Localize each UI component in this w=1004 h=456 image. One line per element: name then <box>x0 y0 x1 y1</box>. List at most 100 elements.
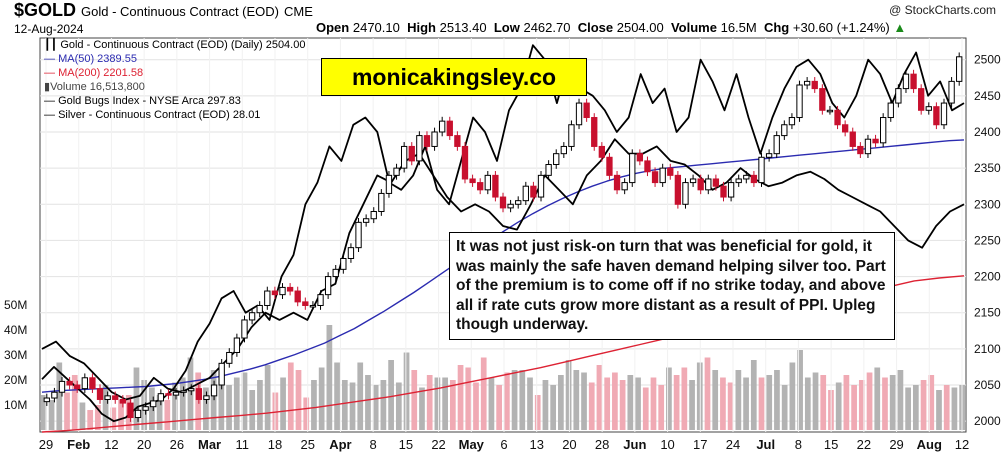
volume-bar <box>195 372 202 430</box>
volume-bar <box>612 372 618 430</box>
candle-body <box>697 178 704 191</box>
volume-bar <box>905 387 911 430</box>
candle-body <box>66 380 73 386</box>
candle-body <box>682 182 689 205</box>
price-tick-label: 2050 <box>974 378 1001 392</box>
volume-bar <box>928 375 935 430</box>
volume-bar <box>681 367 688 430</box>
candle-body <box>355 221 362 249</box>
volume-bar <box>156 395 163 430</box>
low-label: Low <box>493 20 520 35</box>
date-tick-label: 10 <box>660 437 674 452</box>
date-tick-label: 29 <box>889 437 903 452</box>
volume-bar <box>64 392 70 430</box>
low-value: 2462.70 <box>523 20 571 35</box>
volume-bar <box>380 380 387 430</box>
price-tick-label: 2150 <box>974 306 1001 320</box>
volume-bar <box>743 377 749 430</box>
volume-bar <box>882 377 888 430</box>
candle-body <box>841 124 849 133</box>
candle-body <box>119 398 126 404</box>
date-tick-label: 12 <box>104 437 118 452</box>
candle-body <box>568 124 575 147</box>
candle-body <box>545 164 552 176</box>
candle-body <box>720 185 727 198</box>
legend-ma200: — MA(200) 2201.58 <box>44 67 144 79</box>
candle-body <box>575 102 583 126</box>
volume-swatch-icon: ▮ <box>44 81 51 93</box>
volume-tick-label: 50M <box>4 298 27 312</box>
volume-bar <box>426 375 433 430</box>
volume-bar <box>118 400 124 430</box>
candle-body <box>264 290 271 306</box>
legend-price: ┃┃ Gold - Continuous Contract (EOD) (Dai… <box>44 39 306 51</box>
candle-body <box>613 174 621 191</box>
volume-bar <box>658 385 665 430</box>
volume-bar <box>311 380 317 430</box>
candle-body <box>765 153 773 158</box>
date-tick-label: May <box>459 437 485 452</box>
volume-bar <box>334 362 340 430</box>
candle-body <box>324 276 332 296</box>
candle-body <box>537 174 545 198</box>
volume-value: 16.5M <box>720 20 757 35</box>
volume-bar <box>318 367 325 430</box>
volume-bar <box>851 385 857 430</box>
volume-bar <box>642 387 649 430</box>
volume-bar <box>712 370 719 430</box>
candle-body <box>218 362 225 386</box>
volume-bar <box>488 377 495 430</box>
candle-body <box>925 106 932 111</box>
volume-bar <box>79 402 86 430</box>
candle-body <box>461 145 469 180</box>
candle-body <box>826 109 834 113</box>
date-tick-label: 26 <box>170 437 184 452</box>
volume-bar <box>249 390 256 430</box>
candle-body <box>667 167 674 176</box>
volume-bar <box>87 410 94 430</box>
candle-body <box>370 211 377 220</box>
candle-body <box>241 319 248 339</box>
price-tick-label: 2350 <box>974 161 1001 175</box>
volume-bar <box>365 375 371 430</box>
volume-bar <box>573 370 580 430</box>
candle-body <box>918 88 925 111</box>
volume-bar <box>550 385 557 430</box>
volume-bar <box>411 370 418 430</box>
volume-bar <box>41 395 47 430</box>
candle-body <box>439 120 446 133</box>
volume-bar <box>774 370 780 430</box>
date-tick-label: 15 <box>824 437 838 452</box>
candle-body <box>347 247 355 259</box>
candle-body <box>423 135 431 147</box>
close-value: 2504.00 <box>616 20 664 35</box>
candle-body <box>408 145 415 162</box>
chg-value: +30.60 (+1.24%) <box>792 20 890 35</box>
date-tick-label: 25 <box>300 437 314 452</box>
open-value: 2470.10 <box>352 20 400 35</box>
candle-body <box>895 88 902 104</box>
candle-body <box>286 286 294 292</box>
date-tick-label: 8 <box>795 437 802 452</box>
candle-body <box>507 203 514 209</box>
date-tick-label: Aug <box>917 437 942 452</box>
volume-bar <box>349 382 356 430</box>
volume-bar <box>604 377 611 430</box>
legend-silver: — Silver - Continuous Contract (EOD) 28.… <box>44 109 261 121</box>
candle-body <box>948 80 955 104</box>
date-tick-label: 20 <box>137 437 151 452</box>
candle-body <box>849 131 856 147</box>
date-tick-label: 22 <box>431 437 445 452</box>
volume-bar <box>689 380 695 430</box>
candle-body <box>887 102 894 119</box>
volume-bar <box>203 387 209 430</box>
volume-bar <box>758 377 765 430</box>
candle-body <box>226 351 233 364</box>
volume-tick-label: 10M <box>4 398 27 412</box>
candle-body <box>743 174 750 180</box>
volume-bar <box>241 372 248 430</box>
price-tick-label: 2200 <box>974 270 1001 284</box>
volume-bar <box>673 375 680 430</box>
candle-body <box>172 391 180 396</box>
volume-bar <box>542 380 549 430</box>
